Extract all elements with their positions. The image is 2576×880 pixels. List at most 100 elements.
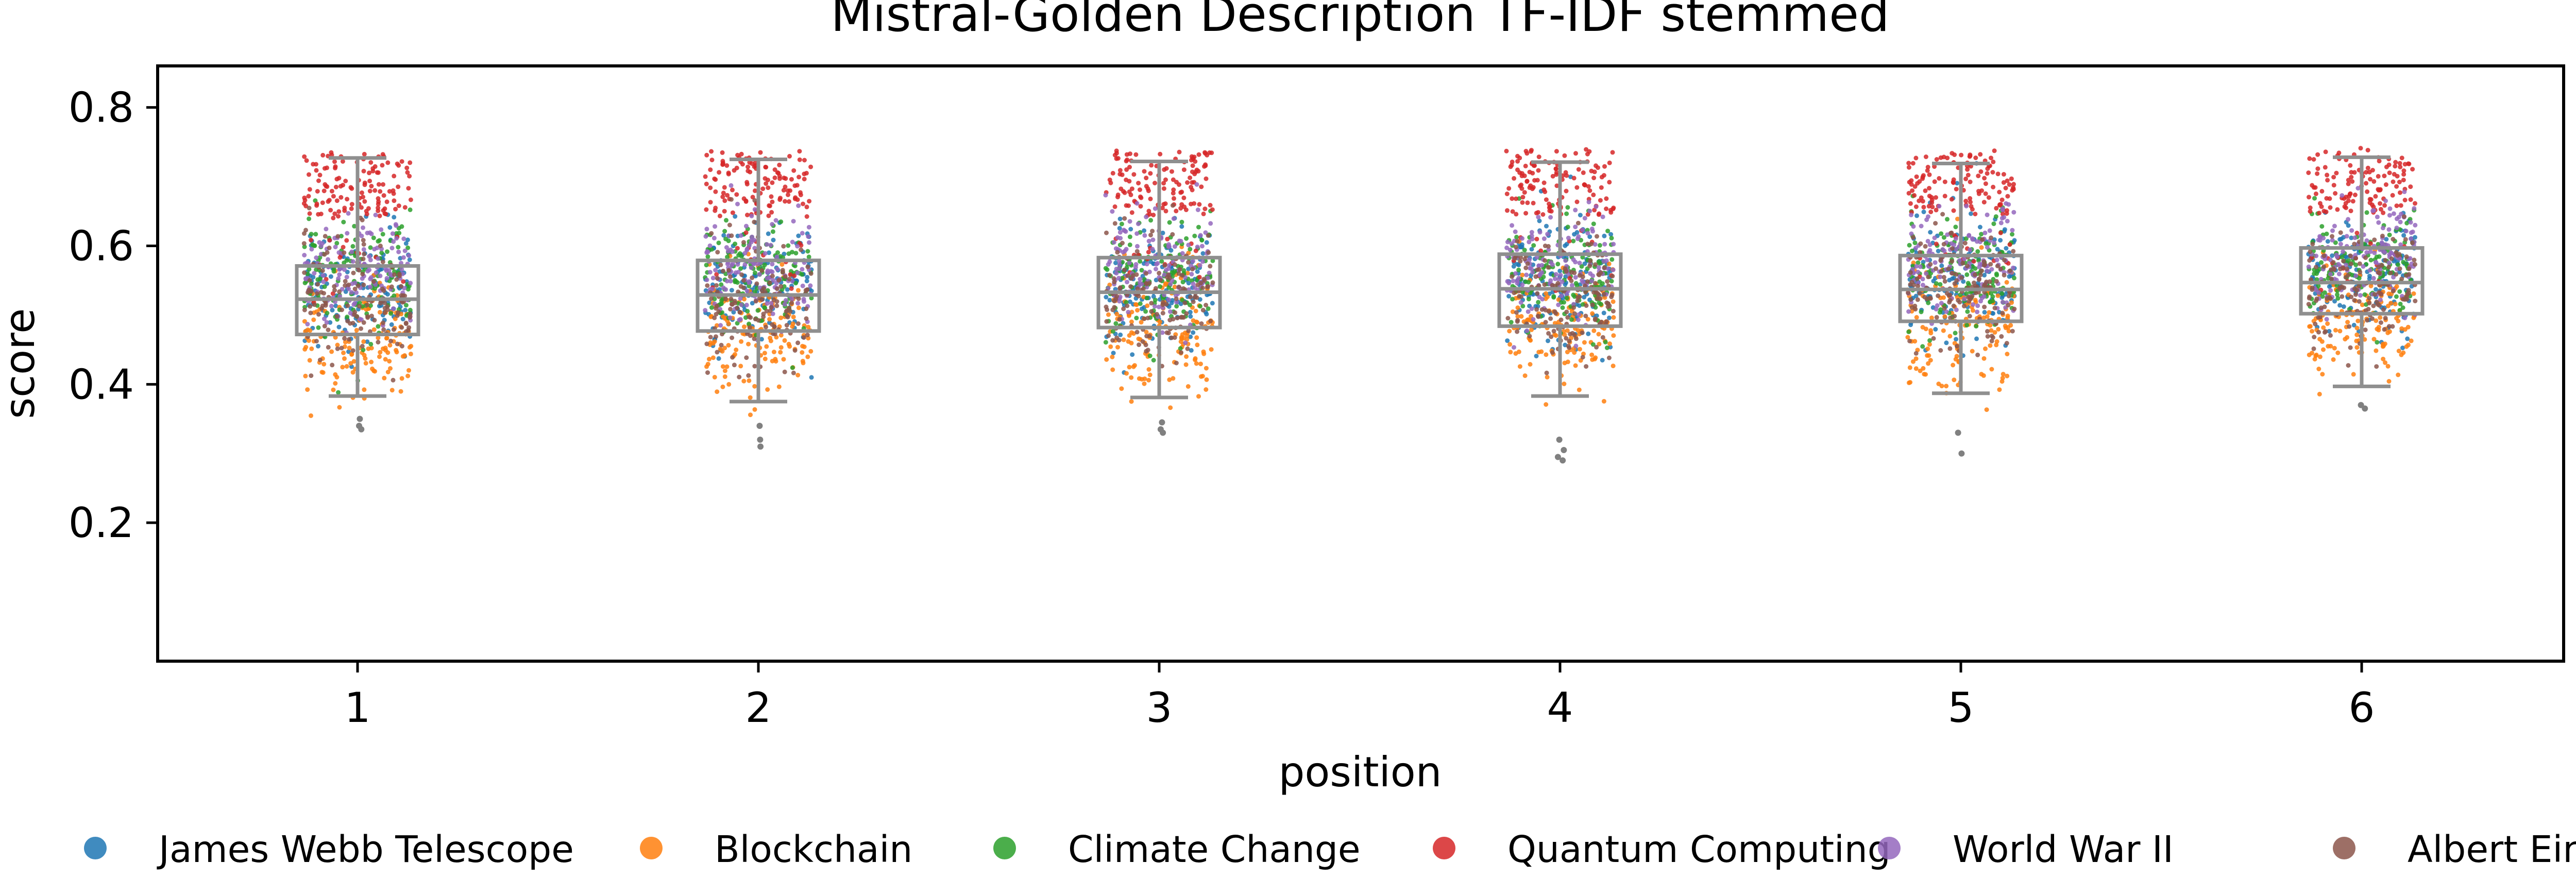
data-point (1589, 279, 1594, 284)
data-point (786, 251, 791, 256)
data-point (1202, 206, 1208, 212)
data-point (1163, 281, 1168, 286)
data-point (722, 209, 727, 214)
data-point (1932, 235, 1937, 240)
data-point (364, 307, 369, 312)
data-point (1553, 166, 1558, 171)
data-point (1543, 189, 1548, 194)
data-point (1175, 316, 1180, 321)
data-point (745, 308, 750, 314)
data-point (1586, 184, 1591, 189)
data-point (2306, 302, 2311, 307)
data-point (1962, 256, 1967, 262)
data-point (747, 280, 752, 285)
data-point (2382, 174, 2387, 179)
data-point (2401, 233, 2406, 238)
data-point (1565, 315, 1570, 320)
data-point (2383, 360, 2387, 365)
data-point (2316, 283, 2321, 288)
data-point (1143, 342, 1148, 348)
data-point (2399, 277, 2404, 282)
data-point (2398, 219, 2403, 225)
data-point (1538, 271, 1543, 277)
data-point (2315, 166, 2320, 171)
data-point (1517, 245, 1522, 250)
data-point (2398, 203, 2403, 208)
data-point (1908, 297, 1913, 302)
data-point (1107, 298, 1112, 303)
data-point (1925, 168, 1930, 173)
data-point (2324, 196, 2329, 201)
data-point (804, 170, 809, 176)
data-point (770, 229, 775, 234)
data-point (343, 279, 348, 284)
data-point (389, 246, 395, 251)
data-point (1547, 209, 1552, 213)
data-point (368, 284, 373, 289)
data-point (752, 207, 757, 212)
data-point (331, 387, 336, 392)
data-point (312, 243, 316, 248)
data-point (729, 233, 734, 238)
data-point (331, 194, 336, 199)
data-point (1171, 187, 1176, 192)
data-point (1135, 244, 1140, 249)
data-point (1122, 267, 1127, 272)
data-point (2393, 301, 2398, 306)
data-point (781, 357, 786, 362)
data-point (1925, 257, 1930, 263)
data-point (750, 301, 755, 306)
data-point (375, 170, 380, 175)
data-point (2313, 191, 2318, 196)
data-point (388, 271, 393, 277)
data-point (1160, 230, 1165, 235)
data-point (1182, 300, 1188, 305)
data-point (759, 297, 765, 302)
data-point (1946, 293, 1952, 298)
data-point (2351, 372, 2356, 377)
data-point (1510, 297, 1515, 302)
data-point (1517, 170, 1522, 175)
data-point (1106, 333, 1111, 338)
data-point (1585, 241, 1590, 247)
data-point (713, 205, 718, 211)
data-point (727, 315, 733, 320)
data-point (1577, 294, 1582, 299)
data-point (2338, 241, 2343, 247)
data-point (1607, 341, 1612, 346)
data-point (742, 297, 747, 302)
data-point (1965, 264, 1970, 269)
data-point (1523, 265, 1529, 270)
data-point (339, 346, 344, 351)
data-point (1565, 350, 1570, 355)
data-point (1151, 358, 1156, 363)
data-point (2007, 290, 2012, 295)
data-point (2344, 234, 2349, 239)
data-point (1562, 360, 1567, 366)
data-point (1520, 272, 1525, 278)
data-point (1554, 149, 1559, 154)
data-point (1557, 268, 1563, 273)
data-point (2367, 276, 2372, 281)
data-point (1112, 204, 1117, 209)
data-point (1940, 247, 1945, 252)
data-point (1208, 319, 1213, 323)
data-point (2396, 262, 2400, 267)
data-point (1939, 301, 1944, 306)
data-point (345, 231, 350, 236)
data-point (1541, 236, 1547, 241)
data-point (1160, 205, 1165, 211)
data-point (1609, 257, 1615, 262)
data-point (1933, 327, 1938, 332)
data-point (1994, 271, 1999, 277)
data-point (2002, 257, 2007, 263)
data-point (2378, 206, 2383, 212)
data-point (340, 159, 345, 164)
data-point (1601, 291, 1606, 297)
data-point (796, 233, 801, 238)
data-point (1113, 261, 1118, 266)
data-point (2319, 224, 2325, 229)
data-point (738, 317, 743, 322)
data-point (1573, 225, 1578, 230)
data-point (707, 356, 711, 361)
